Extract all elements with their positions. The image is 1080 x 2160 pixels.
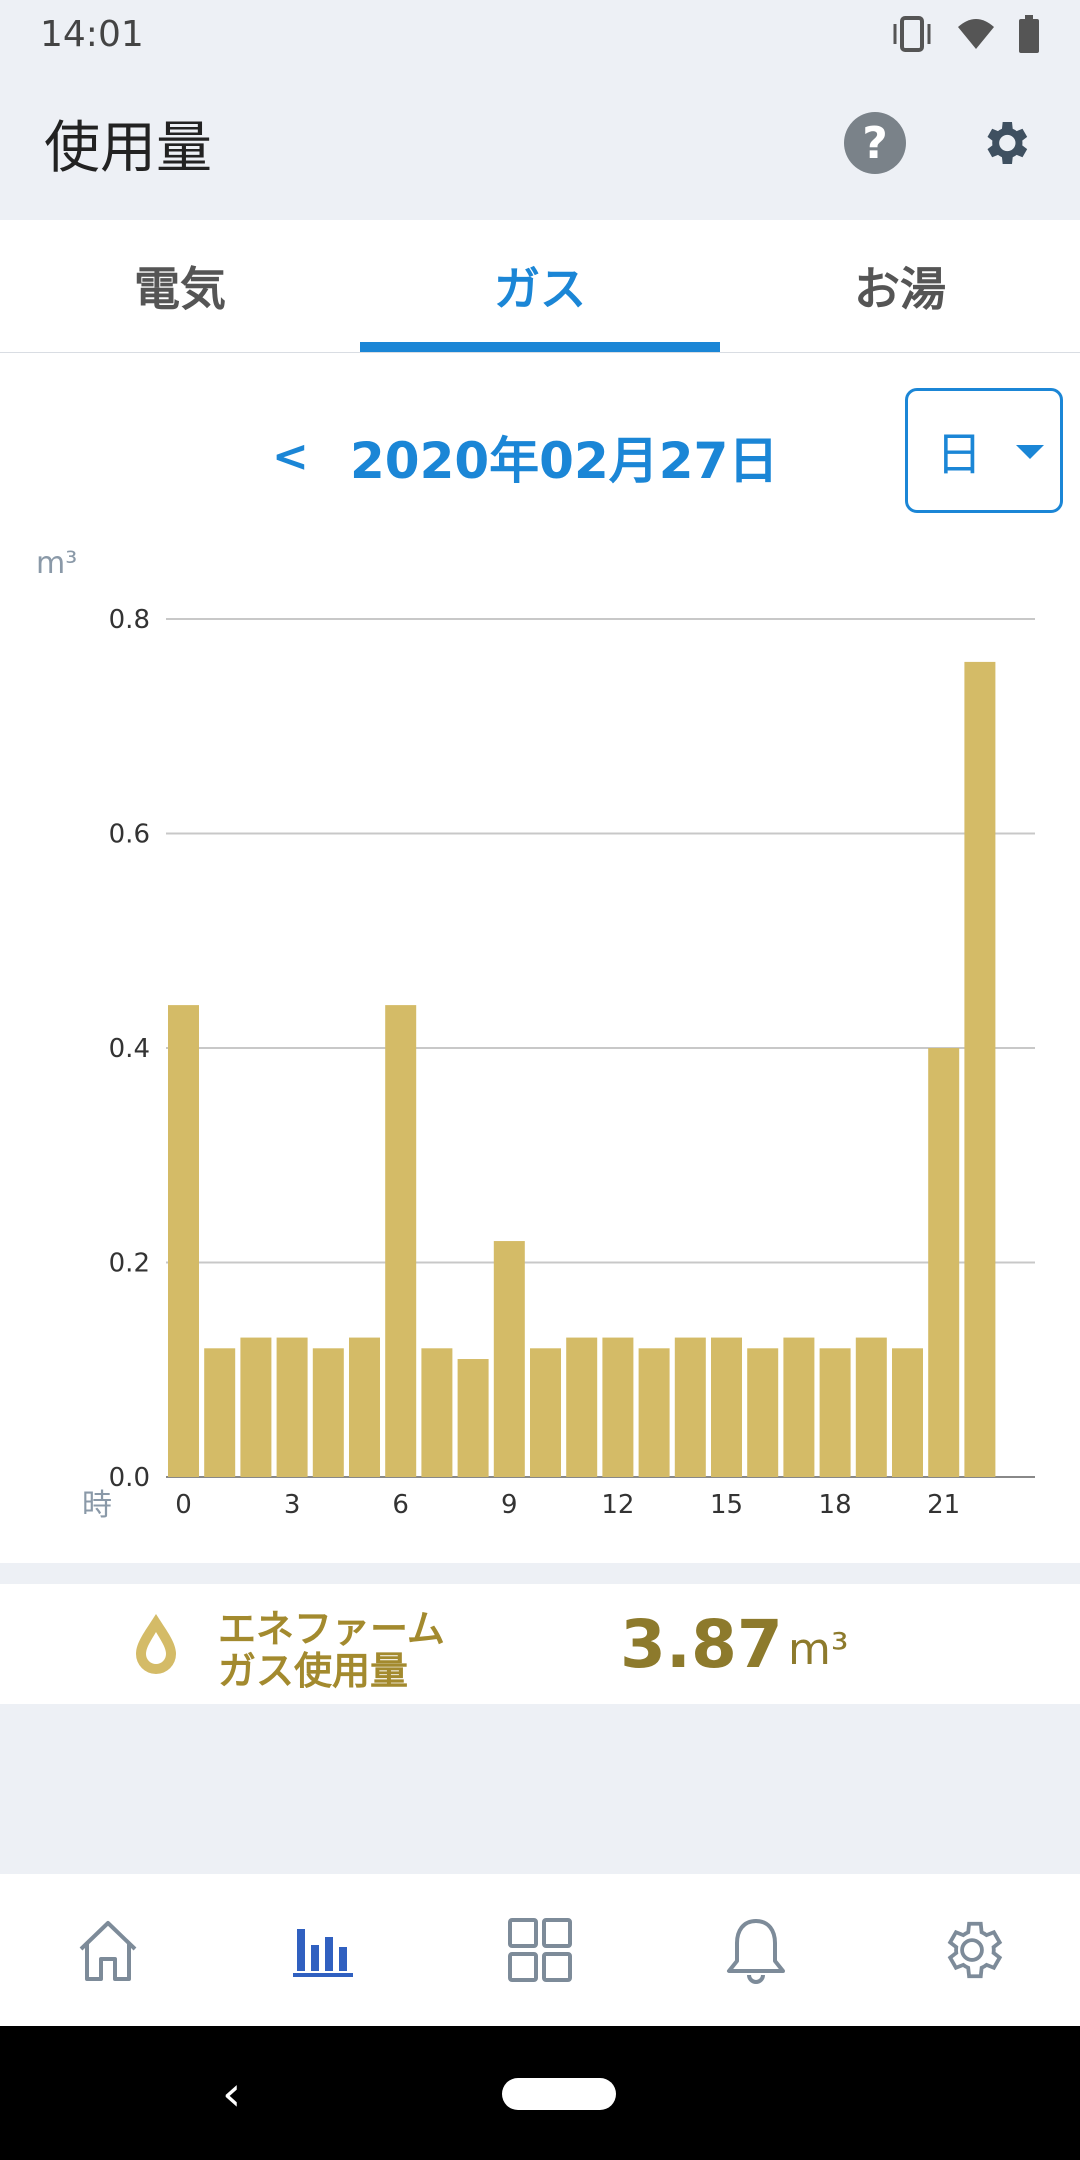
x-tick-label: 15 — [710, 1490, 743, 1520]
x-tick-label: 6 — [392, 1490, 409, 1520]
date-label: 2020年02月27日 — [350, 432, 779, 490]
x-axis-unit: 時 — [82, 1488, 112, 1523]
period-select[interactable]: 日 — [905, 388, 1063, 513]
summary-unit: m³ — [788, 1624, 849, 1675]
usage-bar-chart: m³ 0.0 0.2 0.4 0.6 0.8 時 0 3 6 9 12 15 18 21 — [36, 546, 1035, 1523]
bar — [855, 1337, 887, 1477]
bar — [385, 1005, 417, 1477]
x-tick-label: 21 — [927, 1490, 960, 1520]
period-selected-value: 日 — [936, 426, 982, 481]
tab-electricity[interactable]: 電気 — [0, 220, 360, 352]
y-tick-label: 0.2 — [109, 1249, 150, 1279]
x-tick-label: 3 — [284, 1490, 301, 1520]
system-back-button[interactable]: ‹ — [222, 2066, 242, 2122]
tab-hot-water[interactable]: お湯 — [720, 220, 1080, 352]
help-button[interactable]: ? — [844, 112, 906, 174]
y-axis-unit: m³ — [36, 546, 77, 581]
bar — [240, 1337, 272, 1477]
wifi-icon — [958, 19, 994, 49]
bar — [421, 1348, 453, 1477]
tab-label: 電気 — [134, 262, 226, 316]
page-title: 使用量 — [44, 115, 212, 181]
bar — [349, 1337, 380, 1477]
nav-usage[interactable] — [216, 1874, 432, 2026]
bar — [204, 1348, 236, 1477]
y-tick-label: 0.8 — [109, 605, 150, 635]
help-icon: ? — [862, 117, 888, 169]
status-icons — [890, 15, 1040, 53]
gear-icon — [947, 1921, 1003, 1979]
bar — [602, 1337, 634, 1477]
settings-button[interactable] — [974, 112, 1036, 174]
bar — [638, 1348, 670, 1477]
status-bar: 14:01 — [0, 0, 1080, 68]
system-home-button[interactable] — [502, 2078, 616, 2110]
bottom-navigation — [0, 1874, 1080, 2026]
tab-label: お湯 — [854, 262, 946, 316]
app-bar: 使用量 ? — [0, 68, 1080, 218]
gas-drop-icon — [136, 1614, 176, 1674]
x-tick-label: 9 — [501, 1490, 518, 1520]
vibrate-icon — [893, 16, 931, 52]
system-navigation-bar: ‹ — [0, 2026, 1080, 2160]
bar — [964, 661, 996, 1477]
bar — [928, 1048, 960, 1477]
bell-icon — [727, 1919, 785, 1984]
home-icon — [79, 1921, 137, 1981]
prev-date-button[interactable]: < — [272, 431, 309, 482]
bar — [674, 1337, 706, 1477]
nav-apps[interactable] — [432, 1874, 648, 2026]
bar — [892, 1348, 923, 1477]
bar — [168, 1005, 199, 1477]
tab-gas[interactable]: ガス — [360, 220, 720, 352]
x-tick-label: 0 — [175, 1490, 192, 1520]
bar — [747, 1348, 779, 1477]
bar — [530, 1348, 561, 1477]
y-tick-label: 0.4 — [109, 1034, 150, 1064]
bar — [493, 1241, 525, 1477]
battery-icon — [1019, 15, 1039, 53]
total-summary: エネファーム ガス使用量 3.87 m³ — [0, 1584, 1080, 1704]
date-navigation: < 2020年02月27日 日 — [0, 353, 1080, 553]
nav-notifications[interactable] — [648, 1874, 864, 2026]
x-tick-label: 12 — [601, 1490, 634, 1520]
nav-home[interactable] — [0, 1874, 216, 2026]
chevron-down-icon — [1016, 445, 1044, 459]
summary-label-line2: ガス使用量 — [218, 1649, 409, 1693]
main-panel: < 2020年02月27日 日 m³ 0.0 0.2 0.4 0.6 0.8 時 0 3 6 9 12… — [0, 353, 1080, 1563]
bar — [711, 1337, 742, 1477]
nav-settings[interactable] — [864, 1874, 1080, 2026]
bar — [457, 1359, 489, 1477]
y-tick-label: 0.6 — [109, 820, 150, 850]
bar — [276, 1337, 308, 1477]
bar — [312, 1348, 344, 1477]
summary-label: エネファーム ガス使用量 — [218, 1608, 445, 1692]
tab-label: ガス — [494, 262, 586, 316]
y-tick-label: 0.0 — [109, 1463, 150, 1493]
usage-tabs: 電気 ガス お湯 — [0, 220, 1080, 353]
x-tick-label: 18 — [819, 1490, 852, 1520]
summary-label-line1: エネファーム — [218, 1607, 445, 1651]
gear-icon — [987, 122, 1028, 164]
summary-value: 3.87 — [620, 1606, 783, 1683]
grid-icon — [508, 1918, 572, 1982]
status-time: 14:01 — [40, 13, 144, 55]
bar-chart-icon — [293, 1929, 353, 1977]
bar — [783, 1337, 815, 1477]
bar — [566, 1337, 598, 1477]
bar — [819, 1348, 851, 1477]
